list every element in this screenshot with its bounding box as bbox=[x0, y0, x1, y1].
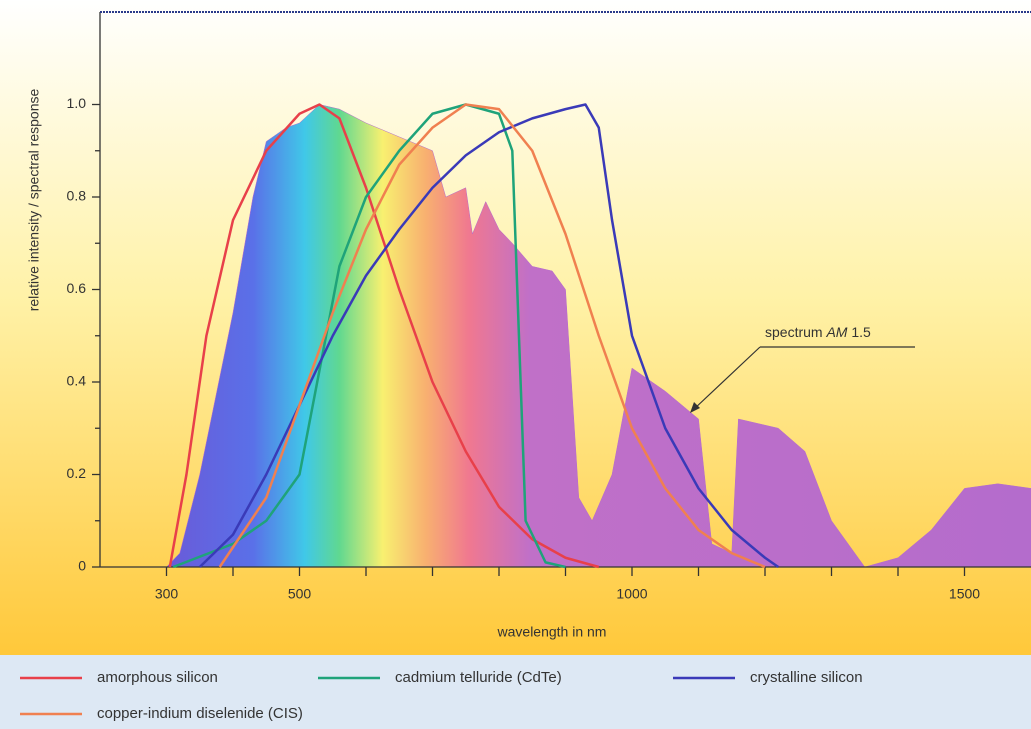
y-tick-label: 1.0 bbox=[67, 95, 87, 111]
series-line bbox=[172, 103, 566, 569]
x-tick-label: 1000 bbox=[616, 586, 647, 602]
legend-label: crystalline silicon bbox=[750, 669, 863, 686]
y-tick-label: 0.8 bbox=[67, 188, 87, 204]
annotation-arrow bbox=[692, 346, 761, 411]
y-tick-label: 0.4 bbox=[67, 373, 87, 389]
series-line bbox=[218, 103, 766, 569]
series-line bbox=[198, 103, 780, 569]
annotation-part: 1.5 bbox=[851, 324, 871, 340]
legend: amorphous silicon cadmium telluride (CdTe… bbox=[20, 669, 863, 722]
y-tick-label: 0.6 bbox=[67, 280, 87, 296]
annotation: spectrum AM 1.5 bbox=[690, 324, 915, 413]
y-axis-title: relative intensity / spectral response bbox=[26, 89, 42, 312]
x-tick-label: 500 bbox=[288, 586, 312, 602]
y-tick-label: 0 bbox=[78, 558, 86, 574]
annotation-part: spectrum bbox=[765, 324, 823, 340]
legend-label: cadmium telluride (CdTe) bbox=[395, 669, 562, 686]
spectrum-area bbox=[165, 104, 1031, 568]
x-axis-title: wavelength in nm bbox=[497, 624, 607, 640]
x-tick-label: 1500 bbox=[949, 586, 980, 602]
arrow-head bbox=[690, 402, 700, 413]
legend-background bbox=[0, 655, 1031, 729]
annotation-part: AM bbox=[825, 324, 847, 340]
annotation-text: spectrum AM 1.5 bbox=[765, 324, 871, 340]
legend-label: amorphous silicon bbox=[97, 669, 218, 686]
series-line bbox=[168, 103, 600, 569]
x-tick-label: 300 bbox=[155, 586, 179, 602]
plot-area: 0 0.2 0.4 0.6 0.8 1.0 300 500 1000 1500 bbox=[67, 12, 1031, 602]
y-tick-label: 0.2 bbox=[67, 465, 87, 481]
legend-label: copper-indium diselenide (CIS) bbox=[97, 705, 303, 722]
